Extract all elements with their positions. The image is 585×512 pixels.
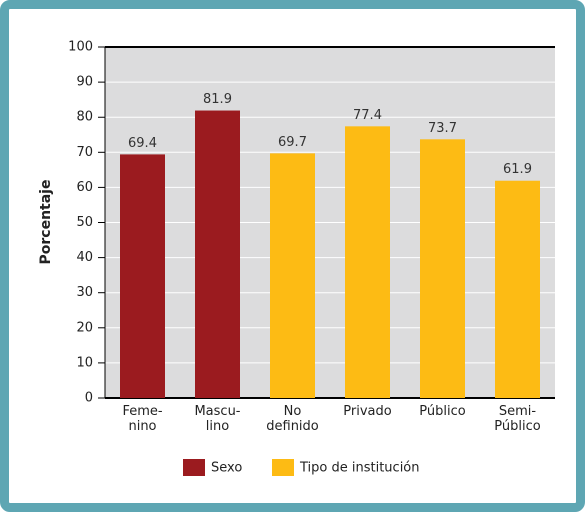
legend-label: Tipo de institución (299, 461, 420, 476)
value-label: 81.9 (203, 92, 232, 107)
y-tick-label: 80 (76, 110, 93, 125)
value-label: 69.7 (278, 135, 307, 150)
legend-label: Sexo (211, 461, 242, 476)
legend-swatch (272, 459, 294, 476)
x-tick-label: Feme- nino (122, 404, 163, 434)
bar (420, 139, 465, 399)
x-tick-label: Semi- Público (494, 404, 541, 434)
value-label: 73.7 (428, 121, 457, 136)
x-tick-label: No definido (266, 404, 319, 434)
value-label: 61.9 (503, 162, 532, 177)
y-tick-label: 20 (76, 320, 93, 335)
legend-swatch (183, 459, 205, 476)
x-tick-label: Mascu- lino (194, 404, 241, 434)
y-tick-label: 0 (85, 391, 93, 406)
y-tick-label: 30 (76, 285, 93, 300)
bar (120, 154, 165, 398)
x-tick-label: Privado (343, 404, 392, 419)
bar (345, 126, 390, 399)
y-tick-label: 60 (76, 180, 93, 195)
value-label: 77.4 (353, 108, 382, 123)
bar (495, 180, 540, 398)
bar (195, 110, 240, 398)
bar (270, 153, 315, 398)
y-tick-label: 50 (76, 215, 93, 230)
y-axis-label: Porcentaje (38, 180, 54, 265)
y-tick-label: 100 (68, 40, 93, 55)
y-tick-label: 90 (76, 75, 93, 90)
y-tick-label: 10 (76, 355, 93, 370)
x-tick-label: Público (419, 404, 466, 419)
value-label: 69.4 (128, 136, 157, 151)
y-tick-label: 40 (76, 250, 93, 265)
y-tick-label: 70 (76, 145, 93, 160)
